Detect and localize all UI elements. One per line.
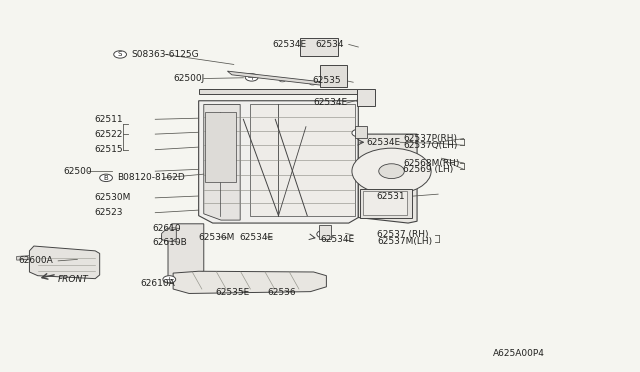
Text: 62537 (RH): 62537 (RH)	[378, 230, 429, 240]
Bar	[364, 191, 407, 215]
Circle shape	[162, 233, 174, 240]
Circle shape	[245, 74, 258, 81]
Text: 62569 (LH): 62569 (LH)	[403, 165, 453, 174]
Text: 62535E: 62535E	[215, 288, 250, 297]
Text: A625A00P4: A625A00P4	[492, 349, 544, 358]
Circle shape	[336, 90, 342, 93]
Circle shape	[304, 43, 317, 50]
Circle shape	[317, 231, 330, 238]
Bar	[360, 189, 412, 218]
Circle shape	[230, 90, 237, 93]
Text: 62536: 62536	[268, 288, 296, 297]
Bar	[205, 112, 236, 182]
Text: 62534E: 62534E	[239, 233, 273, 243]
Text: FRONT: FRONT	[58, 275, 89, 284]
Circle shape	[309, 81, 316, 85]
Text: 62535: 62535	[312, 76, 341, 85]
Polygon shape	[29, 246, 100, 279]
Circle shape	[249, 75, 255, 79]
Polygon shape	[173, 271, 326, 294]
Bar	[300, 38, 338, 55]
Circle shape	[378, 202, 390, 209]
Polygon shape	[198, 101, 358, 223]
Circle shape	[208, 90, 214, 93]
Polygon shape	[358, 134, 417, 223]
Text: 62500: 62500	[63, 167, 92, 176]
Bar	[357, 89, 375, 106]
Text: 62523: 62523	[95, 208, 123, 217]
Circle shape	[379, 164, 404, 179]
Circle shape	[279, 78, 285, 82]
Text: 62536M: 62536M	[198, 233, 235, 243]
Circle shape	[310, 90, 317, 93]
Polygon shape	[168, 224, 204, 282]
Polygon shape	[198, 89, 357, 94]
Bar	[319, 225, 332, 238]
Circle shape	[357, 97, 370, 105]
Circle shape	[390, 202, 403, 209]
Circle shape	[352, 129, 365, 137]
Bar	[355, 126, 367, 138]
Text: 62568M(RH): 62568M(RH)	[403, 158, 460, 167]
Text: 62534E: 62534E	[367, 138, 401, 147]
Text: 62610A: 62610A	[140, 279, 175, 288]
Circle shape	[352, 148, 431, 194]
Polygon shape	[162, 229, 176, 241]
Polygon shape	[17, 256, 29, 260]
Text: 62511: 62511	[95, 115, 123, 124]
Circle shape	[282, 90, 288, 93]
Text: 62530M: 62530M	[95, 193, 131, 202]
Text: S: S	[118, 51, 122, 57]
Bar	[320, 65, 347, 87]
Circle shape	[219, 132, 232, 140]
Text: 62531: 62531	[376, 192, 405, 201]
Text: B08120-8162D: B08120-8162D	[118, 173, 186, 182]
Polygon shape	[204, 105, 240, 220]
Text: 62537M(LH): 62537M(LH)	[378, 237, 433, 246]
Text: 62610B: 62610B	[153, 238, 188, 247]
Polygon shape	[250, 105, 355, 216]
Circle shape	[114, 51, 127, 58]
Circle shape	[256, 90, 262, 93]
Circle shape	[163, 276, 175, 283]
Text: 62600A: 62600A	[19, 256, 53, 265]
Text: 62500J: 62500J	[173, 74, 204, 83]
Text: 62534E: 62534E	[314, 99, 348, 108]
Text: 62534: 62534	[315, 40, 344, 49]
Text: 62534E: 62534E	[320, 235, 354, 244]
Polygon shape	[227, 71, 334, 87]
Circle shape	[100, 174, 113, 182]
Text: 62534E: 62534E	[272, 40, 306, 49]
Text: 62522: 62522	[95, 129, 123, 139]
Text: 62537Q(LH): 62537Q(LH)	[403, 141, 458, 150]
Text: B: B	[104, 175, 108, 181]
Circle shape	[219, 160, 232, 167]
Text: 62537P(RH): 62537P(RH)	[403, 134, 457, 143]
Text: 62515: 62515	[95, 145, 123, 154]
Text: S08363-6125G: S08363-6125G	[132, 50, 199, 59]
Text: 62610: 62610	[153, 224, 181, 233]
